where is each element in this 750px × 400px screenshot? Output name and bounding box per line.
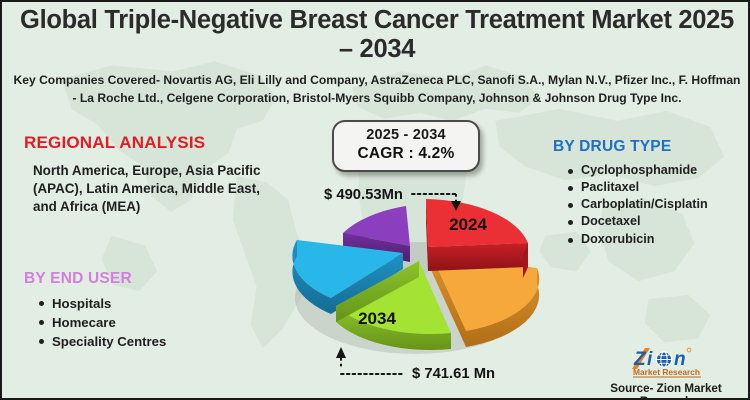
pie-label-2024: 2024 [449, 215, 487, 234]
logo-tagline: Market Research [633, 367, 700, 377]
regional-analysis-title: REGIONAL ANALYSIS [24, 133, 206, 152]
pie-slice-purple [343, 206, 410, 262]
callout-leader-top-icon [411, 193, 461, 211]
globe-icon [655, 351, 673, 368]
regional-analysis-text: North America, Europe, Asia Pacific (APA… [33, 163, 261, 215]
list-item: Homecare [39, 313, 274, 332]
logo-brand-text: n [674, 349, 686, 370]
list-item: Doxorubicin [568, 231, 745, 248]
key-companies-covered: Key Companies Covered- Novartis AG, Eli … [13, 73, 741, 105]
list-item: Cyclophosphamide [568, 162, 745, 179]
cagr-value: CAGR : 4.2% [357, 145, 455, 162]
base-year-value: $ 490.53Mn [324, 187, 403, 203]
base-year-callout: $ 490.53Mn [324, 186, 461, 211]
header: Global Triple-Negative Breast Cancer Tre… [2, 6, 748, 108]
cagr-period: 2025 - 2034 [366, 127, 446, 143]
list-item: Carboplatin/Cisplatin [568, 196, 745, 213]
list-item: Speciality Centres [39, 332, 274, 351]
list-item: Docetaxel [568, 213, 745, 230]
pie-label-2034: 2034 [358, 309, 396, 328]
forecast-year-value: $ 741.61 Mn [412, 366, 496, 382]
logo-brand-text: Z [633, 349, 647, 370]
drug-type-list: Cyclophosphamide Paclitaxel Carboplatin/… [553, 162, 745, 248]
logo-brand-text: i [647, 349, 653, 370]
cagr-badge: 2025 - 2034 CAGR : 4.2% [332, 120, 480, 172]
by-end-user-section: BY END USER Hospitals Homecare Specialit… [24, 270, 274, 351]
pie-chart: 2024 2034 [284, 188, 546, 364]
list-item: Hospitals [39, 294, 274, 313]
pie-slice-orange [431, 254, 540, 347]
source-credit: Source- Zion Market Research [610, 382, 722, 398]
pie-slice-red [426, 199, 528, 278]
by-drug-type-section: BY DRUG TYPE Cyclophosphamide Paclitaxel… [553, 138, 745, 248]
callout-leader-bottom-icon [336, 347, 403, 375]
by-end-user-title: BY END USER [24, 270, 132, 287]
list-item: Paclitaxel [568, 179, 745, 196]
by-drug-type-title: BY DRUG TYPE [553, 138, 672, 155]
end-user-list: Hospitals Homecare Speciality Centres [24, 294, 274, 351]
zion-market-research-logo: Z i n Market Research [629, 346, 733, 380]
pie-slice-green [336, 261, 451, 351]
pie-slice-blue [292, 240, 403, 314]
regional-analysis-section: REGIONAL ANALYSIS North America, Europe,… [24, 133, 274, 217]
page-title: Global Triple-Negative Breast Cancer Tre… [20, 6, 734, 63]
